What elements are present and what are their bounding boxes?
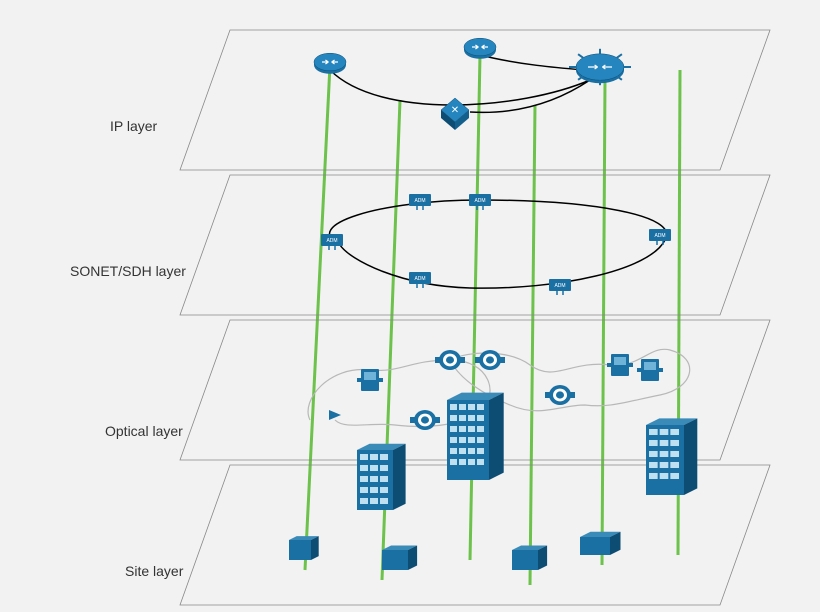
vertical-connector	[602, 80, 605, 565]
router-icon	[569, 49, 631, 85]
amp-icon	[545, 385, 575, 405]
svg-text:✕: ✕	[451, 105, 459, 116]
svg-text:ADM: ADM	[554, 283, 565, 289]
layer-label-site: Site layer	[125, 563, 183, 579]
svg-text:ADM: ADM	[654, 233, 665, 239]
layered-network-diagram: ✕ ADM ADM ADM ADM ADM ADM	[0, 0, 820, 612]
oxc-icon	[607, 354, 633, 376]
svg-text:ADM: ADM	[474, 198, 485, 204]
adm-icon: ADM	[549, 279, 571, 295]
sonet-ring	[329, 200, 666, 288]
adm-icon: ADM	[409, 272, 431, 288]
building-icon	[580, 532, 621, 555]
adm-icon: ADM	[469, 194, 491, 210]
building-icon	[646, 418, 697, 495]
svg-text:ADM: ADM	[326, 238, 337, 244]
building-icon	[512, 545, 547, 570]
building-icon	[289, 536, 319, 560]
ip-link	[470, 80, 590, 112]
vertical-connector	[470, 55, 480, 560]
adm-icon: ADM	[321, 234, 343, 250]
switch-icon: ✕	[441, 98, 469, 130]
vertical-connector	[305, 65, 330, 570]
oxc-icon	[637, 359, 663, 381]
router-icon	[464, 38, 496, 59]
svg-text:ADM: ADM	[414, 198, 425, 204]
vertical-connector	[530, 105, 535, 585]
layer-label-optical: Optical layer	[105, 423, 183, 439]
layer-label-ip: IP layer	[110, 118, 157, 134]
tri-icon	[329, 410, 341, 420]
oxc-icon	[357, 369, 383, 391]
amp-icon	[435, 350, 465, 370]
svg-text:ADM: ADM	[414, 276, 425, 282]
router-icon	[314, 53, 346, 74]
building-icon	[447, 393, 504, 480]
building-icon	[357, 444, 406, 510]
adm-icon: ADM	[649, 229, 671, 245]
layer-label-sonet: SONET/SDH layer	[70, 263, 186, 279]
adm-icon: ADM	[409, 194, 431, 210]
building-icon	[382, 545, 417, 570]
